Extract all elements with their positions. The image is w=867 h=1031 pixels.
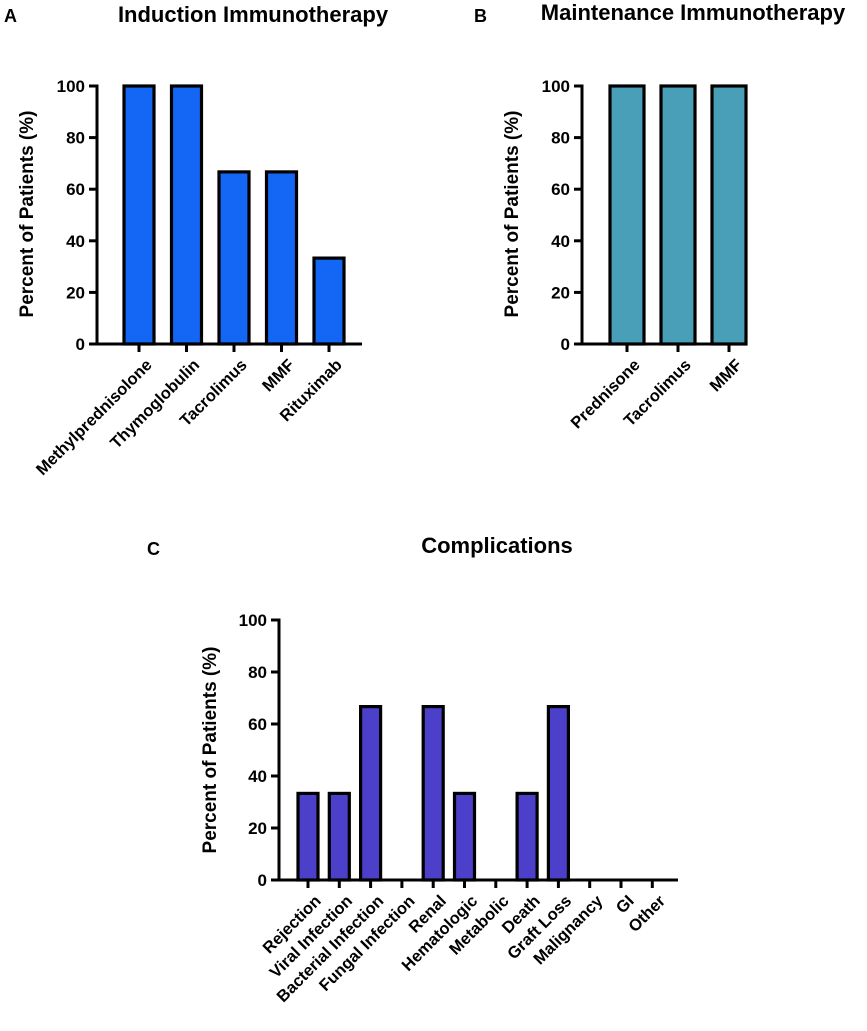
y-tick-label: 0 (258, 871, 267, 890)
y-axis-label: Percent of Patients (%) (200, 647, 221, 854)
y-tick-label: 20 (248, 819, 267, 838)
bar-mmf (264, 170, 299, 346)
chart-title: Maintenance Immunotherapy (541, 0, 846, 25)
y-tick-label: 100 (542, 77, 570, 96)
y-tick-label: 100 (239, 611, 267, 630)
chart-title: Induction Immunotherapy (118, 2, 389, 27)
bar-bacterial-infection (359, 704, 383, 882)
y-tick-label: 0 (561, 335, 570, 354)
y-tick-label: 80 (248, 663, 267, 682)
bar-graft-loss (546, 704, 571, 882)
bar-renal (421, 704, 445, 882)
bar-prednisone (608, 84, 646, 346)
bar-hematologic (452, 791, 477, 882)
y-tick-label: 60 (248, 715, 267, 734)
x-tick-label: Other (625, 892, 669, 936)
y-axis-label: Percent of Patients (%) (502, 111, 523, 318)
x-tick-label: MMF (259, 356, 298, 395)
chart-title: Complications (421, 533, 573, 558)
bar-rejection (296, 791, 320, 882)
bar-rituximab (312, 256, 346, 346)
y-tick-label: 60 (551, 180, 570, 199)
y-tick-label: 40 (66, 232, 85, 251)
y-tick-label: 40 (551, 232, 570, 251)
y-tick-label: 0 (76, 335, 85, 354)
y-tick-label: 80 (551, 129, 570, 148)
panel-letter-b: B (474, 6, 487, 26)
bar-mmf (710, 84, 748, 346)
x-tick-label: MMF (706, 356, 745, 395)
bar-death (515, 791, 539, 882)
chart-maintenance: Maintenance Immunotherapy Percent of Pat… (502, 0, 846, 432)
bar-viral-infection (327, 791, 351, 882)
bar-tacrolimus (217, 170, 251, 346)
y-tick-label: 60 (66, 180, 85, 199)
y-tick-label: 100 (57, 77, 85, 96)
panel-letter-a: A (4, 6, 17, 26)
panel-letter-c: C (147, 539, 160, 559)
bar-tacrolimus (659, 84, 697, 346)
y-tick-label: 40 (248, 767, 267, 786)
y-tick-label: 20 (66, 283, 85, 302)
y-axis-label: Percent of Patients (%) (17, 111, 38, 318)
y-tick-label: 80 (66, 129, 85, 148)
bar-methylprednisolone (122, 84, 156, 346)
bar-thymoglobulin (169, 84, 204, 346)
y-tick-label: 20 (551, 283, 570, 302)
chart-induction: Induction Immunotherapy Percent of Patie… (17, 2, 389, 479)
chart-complications: Complications Percent of Patients (%) 0 2… (200, 533, 678, 1006)
